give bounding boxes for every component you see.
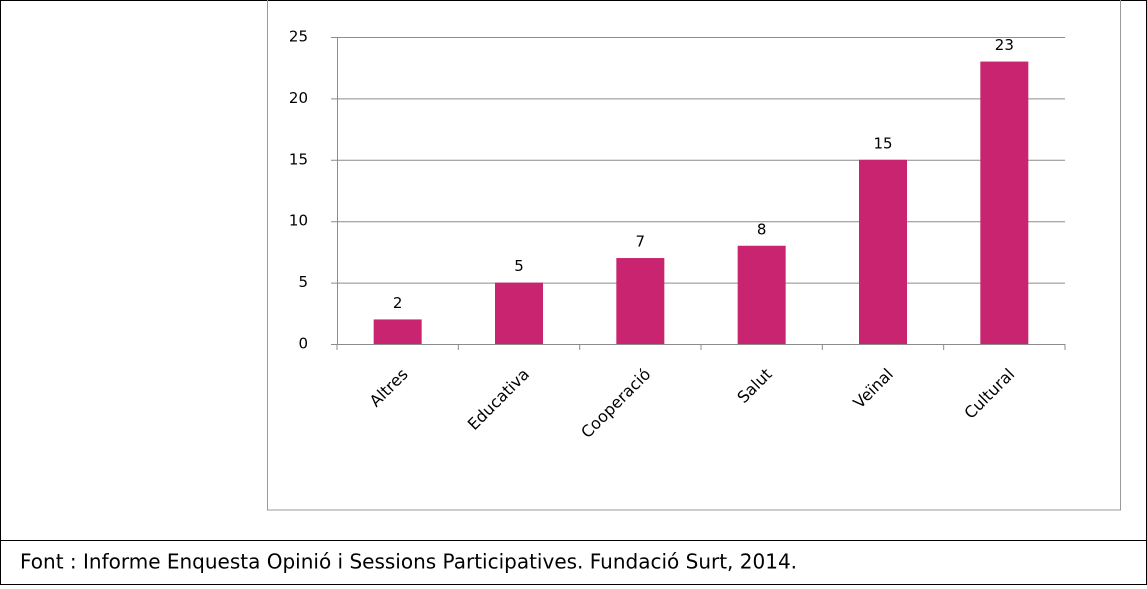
data-label: 7 [636, 233, 646, 251]
y-tick-label: 0 [298, 335, 308, 353]
bar [616, 258, 665, 344]
y-tick-label: 10 [289, 212, 308, 230]
bar [737, 245, 786, 344]
chart-frame [267, 0, 1121, 511]
data-label: 2 [393, 294, 403, 312]
y-tick-label: 20 [289, 89, 308, 107]
source-caption: Font : Informe Enquesta Opinió i Session… [20, 550, 797, 574]
x-tick-label: Salut [733, 365, 775, 407]
bar [373, 319, 422, 344]
bar [980, 61, 1029, 345]
y-tick-label: 25 [289, 28, 308, 46]
y-tick-label: 15 [289, 150, 308, 168]
y-tick-label: 5 [298, 273, 308, 291]
data-label: 23 [995, 36, 1014, 54]
x-tick-label: Veïnal [849, 365, 897, 413]
x-tick-label: Educativa [464, 365, 533, 434]
data-label: 5 [514, 257, 524, 275]
data-label: 15 [873, 134, 892, 152]
data-label: 8 [757, 220, 767, 238]
bar [495, 282, 543, 344]
x-tick-label: Altres [366, 365, 412, 411]
bar [859, 159, 907, 344]
x-tick-label: Cooperació [577, 365, 654, 442]
x-tick-label: Cultural [960, 365, 1018, 423]
